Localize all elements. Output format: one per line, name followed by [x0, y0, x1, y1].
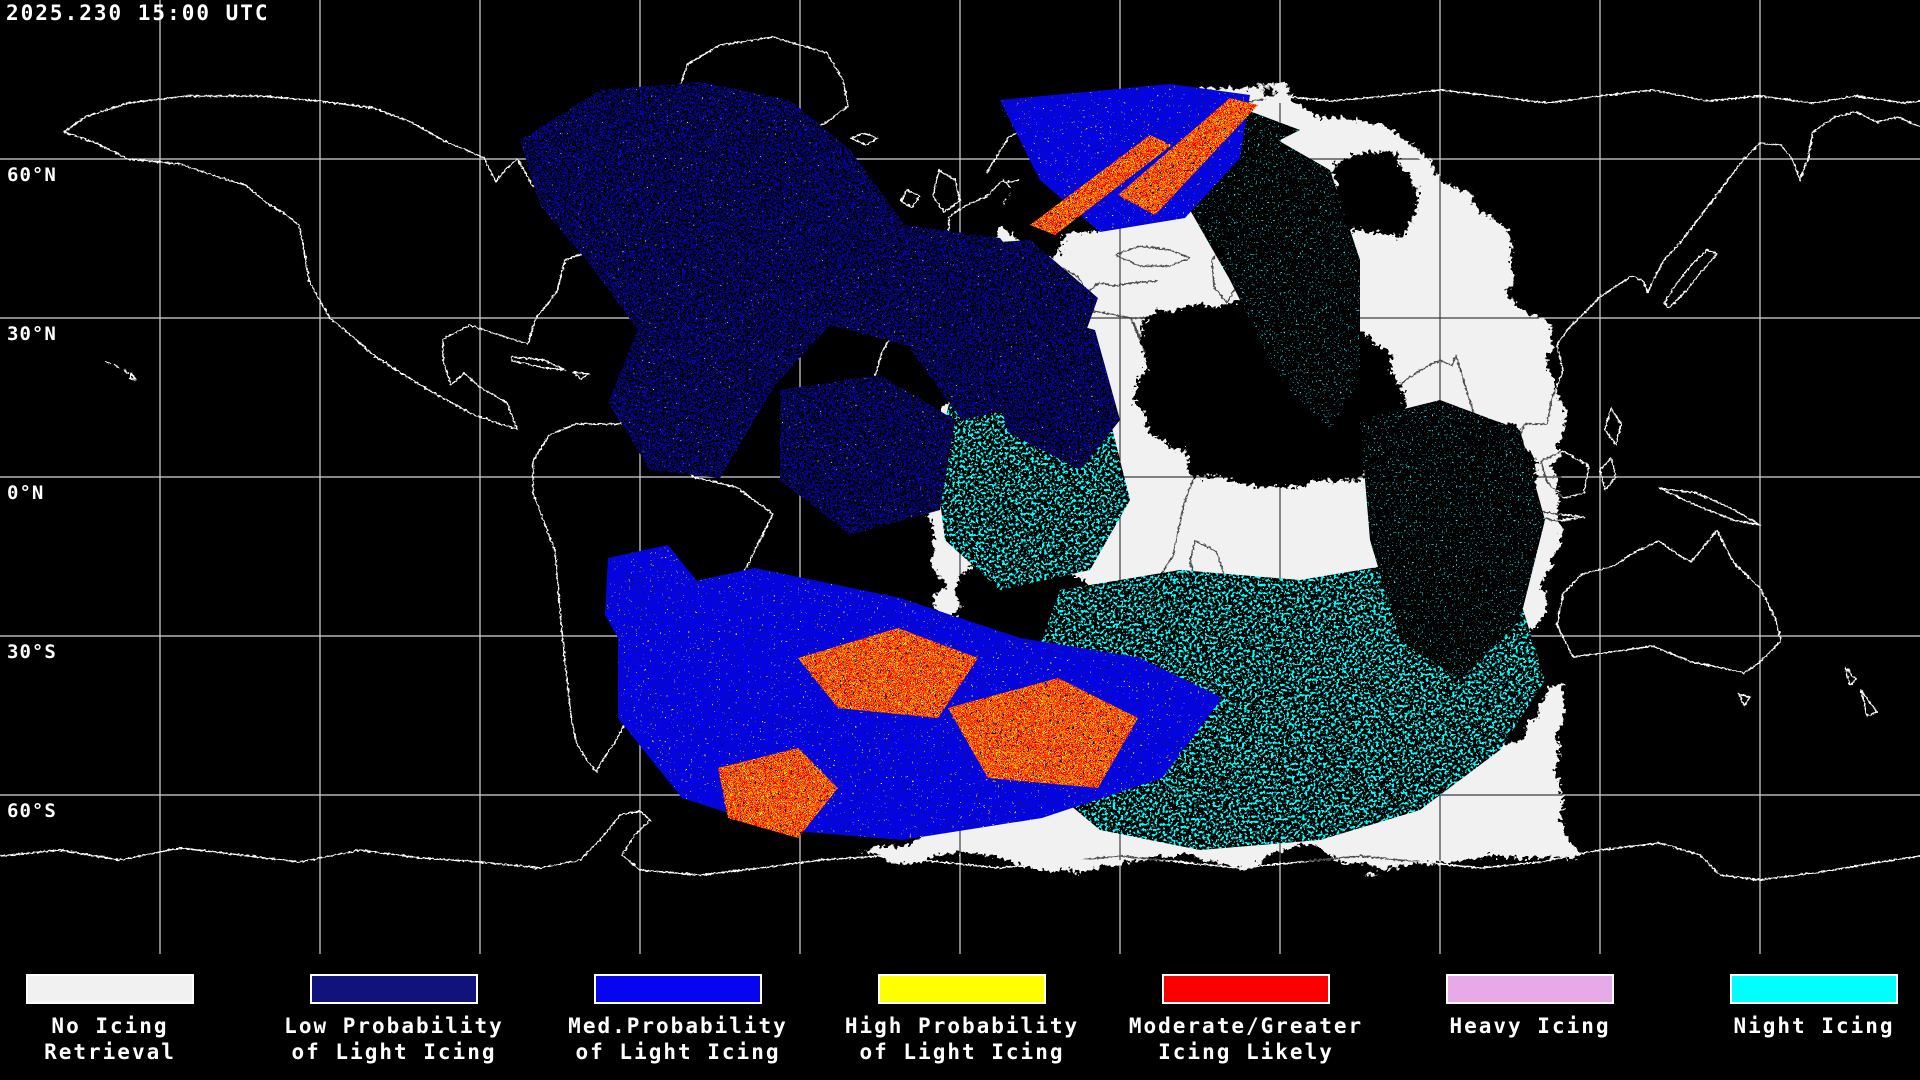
legend-label-line1: No Icing — [51, 1014, 169, 1038]
lat-label-60s: 60°S — [7, 800, 57, 822]
legend-swatch-no-icing-retrieval — [26, 974, 194, 1004]
legend-item-night-icing: Night Icing — [1664, 974, 1920, 1065]
legend-item-med-probability: Med.Probability of Light Icing — [528, 974, 828, 1065]
legend-item-no-icing-retrieval: No Icing Retrieval — [0, 974, 260, 1065]
legend-item-moderate-greater: Moderate/Greater Icing Likely — [1096, 974, 1396, 1065]
timestamp: 2025.230 15:00 UTC — [6, 1, 270, 25]
legend-label-line1: Heavy Icing — [1449, 1014, 1611, 1038]
icing-speckle — [520, 82, 1258, 840]
legend-item-low-probability: Low Probability of Light Icing — [244, 974, 544, 1065]
legend-label-line2: Retrieval — [44, 1040, 176, 1064]
legend-item-heavy-icing: Heavy Icing — [1380, 974, 1680, 1065]
legend-label-line1: High Probability — [844, 1014, 1080, 1038]
legend-label-line1: Low Probability — [284, 1014, 504, 1038]
lat-label-0n: 0°N — [7, 482, 45, 504]
world-map — [0, 0, 1920, 954]
legend-label-line1: Night Icing — [1733, 1014, 1895, 1038]
legend-swatch-med-probability — [594, 974, 762, 1004]
legend-swatch-high-probability — [878, 974, 1046, 1004]
legend: No Icing Retrieval Low Probability of Li… — [0, 954, 1920, 1080]
lat-label-30s: 30°S — [7, 641, 57, 663]
legend-label-line2: Icing Likely — [1158, 1040, 1334, 1064]
legend-label-line2: of Light Icing — [575, 1040, 781, 1064]
legend-label-line2 — [1380, 1039, 1680, 1065]
legend-label-line1: Med.Probability — [568, 1014, 788, 1038]
legend-swatch-moderate-greater — [1162, 974, 1330, 1004]
lat-label-60n: 60°N — [7, 164, 57, 186]
legend-swatch-night-icing — [1730, 974, 1898, 1004]
legend-item-high-probability: High Probability of Light Icing — [812, 974, 1112, 1065]
legend-swatch-low-probability — [310, 974, 478, 1004]
legend-label-line2: of Light Icing — [859, 1040, 1065, 1064]
legend-swatch-heavy-icing — [1446, 974, 1614, 1004]
legend-label-line2: of Light Icing — [291, 1040, 497, 1064]
legend-label-line1: Moderate/Greater — [1128, 1014, 1364, 1038]
lat-label-30n: 30°N — [7, 323, 57, 345]
legend-label-line2 — [1664, 1039, 1920, 1065]
